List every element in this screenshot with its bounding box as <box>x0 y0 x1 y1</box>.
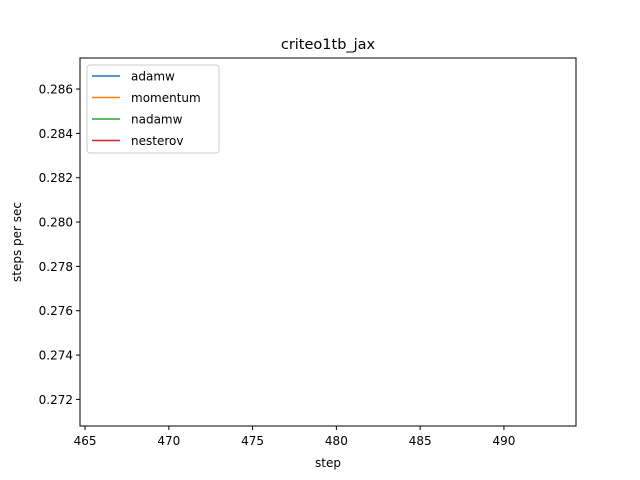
x-tick-label: 485 <box>409 434 432 448</box>
legend: adamw momentum nadamw nesterov <box>86 64 220 154</box>
plot-area <box>79 57 577 427</box>
y-tick-label: 0.286 <box>39 83 73 97</box>
y-tick-label: 0.280 <box>39 216 73 230</box>
x-tick-label: 480 <box>325 434 348 448</box>
y-tick-label: 0.274 <box>39 349 73 363</box>
chart-title: criteo1tb_jax <box>281 37 376 53</box>
axes-frame <box>79 57 577 427</box>
legend-label-adamw: adamw <box>131 70 175 84</box>
y-axis-label: steps per sec <box>10 202 24 282</box>
y-axis-ticks: 0.272 0.274 0.276 0.278 0.280 0.282 0.284 0.286 <box>39 83 80 407</box>
x-tick-label: 470 <box>157 434 180 448</box>
y-tick-label: 0.276 <box>39 304 73 318</box>
legend-box <box>86 64 220 154</box>
y-tick-label: 0.284 <box>39 127 73 141</box>
x-tick-label: 490 <box>492 434 515 448</box>
legend-label-nesterov: nesterov <box>131 134 183 148</box>
x-axis-label: step <box>315 456 341 470</box>
y-tick-label: 0.282 <box>39 171 73 185</box>
x-tick-label: 465 <box>74 434 97 448</box>
y-tick-label: 0.278 <box>39 260 73 274</box>
legend-label-nadamw: nadamw <box>131 113 183 127</box>
x-tick-label: 475 <box>241 434 264 448</box>
legend-label-momentum: momentum <box>131 91 201 105</box>
y-tick-label: 0.272 <box>39 393 73 407</box>
x-axis-ticks: 465 470 475 480 485 490 <box>74 426 515 448</box>
